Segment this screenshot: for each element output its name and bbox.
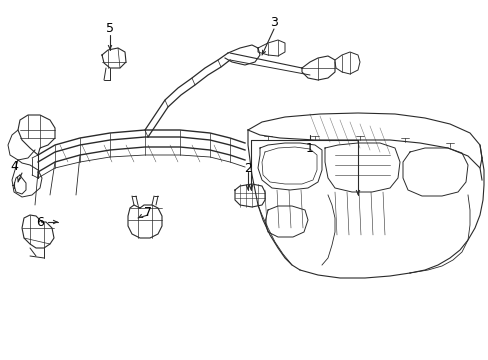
Text: 3: 3	[269, 15, 277, 28]
Text: 6: 6	[36, 216, 44, 229]
Text: 5: 5	[106, 22, 114, 35]
Text: 4: 4	[10, 159, 18, 172]
Text: 2: 2	[244, 162, 251, 175]
Text: 1: 1	[305, 141, 313, 154]
Text: 7: 7	[143, 206, 152, 219]
